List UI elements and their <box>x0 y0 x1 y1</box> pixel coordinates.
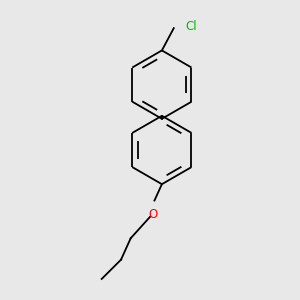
Text: Cl: Cl <box>186 20 197 33</box>
Text: O: O <box>148 208 158 221</box>
